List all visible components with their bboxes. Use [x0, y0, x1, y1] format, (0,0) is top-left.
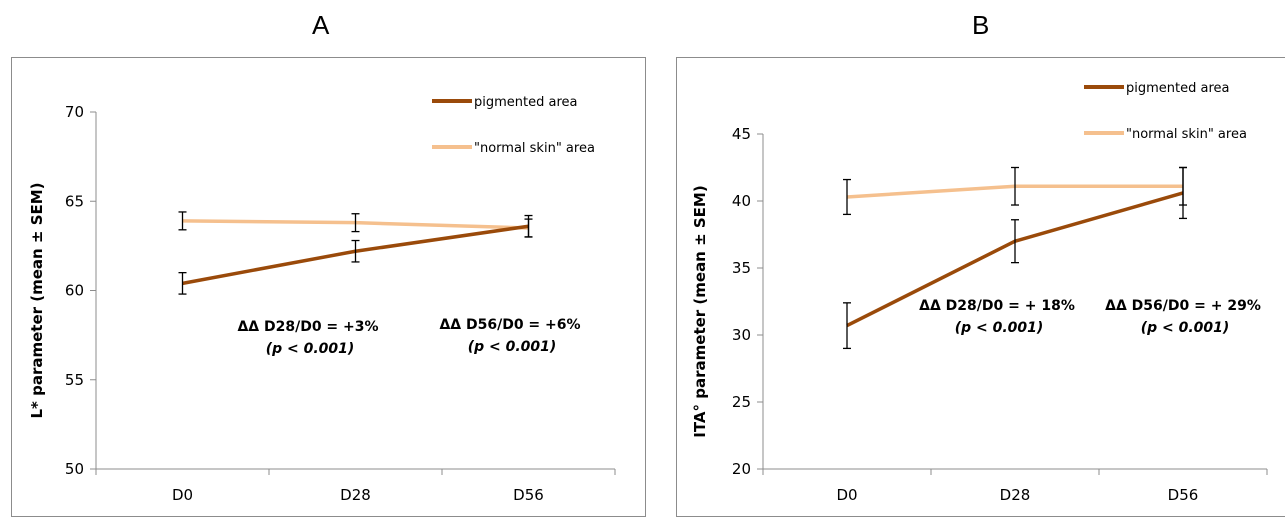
legend-label: "normal skin" area [1126, 127, 1247, 142]
y-tick-label: 35 [732, 259, 751, 277]
legend-label: pigmented area [1126, 81, 1230, 96]
y-tick-label: 70 [65, 103, 84, 121]
annotation-pvalue: (p < 0.001) [468, 339, 557, 355]
y-tick-label: 65 [65, 192, 84, 210]
x-tick-label: D0 [836, 486, 857, 504]
legend-label: pigmented area [474, 95, 578, 110]
panel-b-letter: B [972, 10, 990, 40]
y-tick-label: 30 [732, 326, 751, 344]
y-tick-label: 25 [732, 393, 751, 411]
annotation-delta: ΔΔ D28/D0 = + 18% [919, 298, 1075, 314]
y-tick-label: 20 [732, 460, 751, 478]
y-tick-label: 50 [65, 460, 84, 478]
annotation-delta: ΔΔ D28/D0 = +3% [237, 319, 378, 335]
x-tick-label: D28 [1000, 486, 1031, 504]
x-tick-label: D56 [1168, 486, 1199, 504]
y-tick-label: 45 [732, 125, 751, 143]
x-tick-label: D28 [340, 486, 371, 504]
panel-a-letter: A [312, 10, 330, 40]
x-tick-label: D0 [172, 486, 193, 504]
y-tick-label: 55 [65, 371, 84, 389]
annotation-pvalue: (p < 0.001) [1141, 320, 1230, 336]
y-axis-label: L* parameter (mean ± SEM) [28, 182, 46, 418]
annotation-pvalue: (p < 0.001) [955, 320, 1044, 336]
y-axis-label: ITA° parameter (mean ± SEM) [691, 185, 709, 437]
legend-label: "normal skin" area [474, 141, 595, 156]
x-tick-label: D56 [513, 486, 544, 504]
annotation-delta: ΔΔ D56/D0 = + 29% [1105, 298, 1261, 314]
annotation-delta: ΔΔ D56/D0 = +6% [439, 317, 580, 333]
y-tick-label: 40 [732, 192, 751, 210]
y-tick-label: 60 [65, 282, 84, 300]
annotation-pvalue: (p < 0.001) [266, 341, 355, 357]
